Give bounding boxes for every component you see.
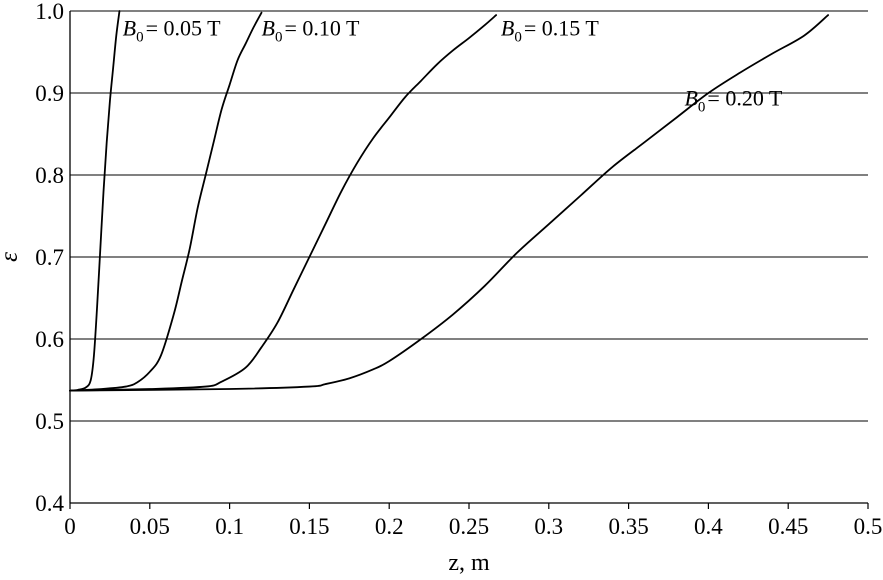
- gridlines: [70, 10, 868, 422]
- series-label-symbol: B: [684, 85, 697, 110]
- series-label-symbol: B: [123, 16, 136, 41]
- series-line-0: [69, 10, 121, 392]
- series-label-value: = 0.05 T: [146, 16, 222, 41]
- y-axis-title: ε: [0, 252, 23, 262]
- x-tick-label: 0.35: [608, 514, 648, 539]
- series-label-value: = 0.10 T: [284, 16, 360, 41]
- x-tick-label: 0.3: [534, 514, 563, 539]
- series-line-3: [69, 14, 829, 392]
- series-label-1: B0= 0.10 T: [262, 16, 360, 46]
- x-tick-label: 0.5: [854, 514, 883, 539]
- y-tick-label: 0.8: [35, 163, 64, 188]
- series-label-0: B0= 0.05 T: [123, 16, 221, 46]
- x-tick-label: 0.05: [130, 514, 170, 539]
- y-tick-label: 0.5: [35, 409, 64, 434]
- series-label-subscript: 0: [514, 30, 522, 46]
- x-tick-label: 0.25: [449, 514, 489, 539]
- x-tick-label: 0.4: [694, 514, 723, 539]
- y-tick-label: 0.4: [35, 491, 64, 516]
- series-label-value: = 0.15 T: [524, 16, 600, 41]
- series-label-subscript: 0: [698, 99, 706, 115]
- axes: 0.4 0.5 0.6 0.7 0.8 0.9 1.0 0 0.05 0.1 0.15 0.2 0.25…: [35, 0, 882, 539]
- series-label-symbol: B: [262, 16, 275, 41]
- y-tick-label: 0.9: [35, 81, 64, 106]
- x-tick-label: 0: [64, 514, 76, 539]
- series-label-3: B0= 0.20 T: [684, 85, 782, 115]
- y-tick-label: 0.7: [35, 245, 64, 270]
- series-line-1: [69, 11, 263, 392]
- series-label-subscript: 0: [275, 30, 283, 46]
- y-tick-label: 1.0: [35, 0, 64, 24]
- y-tick-label: 0.6: [35, 327, 64, 352]
- x-tick-label: 0.45: [768, 514, 808, 539]
- series-label-symbol: B: [501, 16, 514, 41]
- series-label-value: = 0.20 T: [707, 85, 783, 110]
- series-label-subscript: 0: [136, 30, 144, 46]
- series-labels: B0= 0.05 T B0= 0.10 T B0= 0.15 TB0= 0.20 T: [123, 16, 783, 116]
- x-tick-label: 0.15: [289, 514, 329, 539]
- series-label-2: B0= 0.15 T: [501, 16, 599, 46]
- x-axis-title: z, m: [448, 550, 490, 575]
- series-curves: [69, 10, 829, 392]
- x-tick-label: 0.2: [375, 514, 404, 539]
- series-line-2: [69, 14, 498, 392]
- x-tick-label: 0.1: [215, 514, 244, 539]
